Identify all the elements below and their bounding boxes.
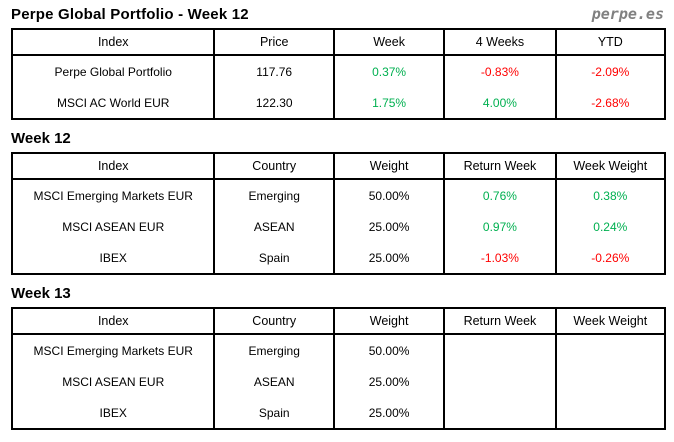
ytd-return-cell: -2.68% xyxy=(554,87,667,120)
week-weight-cell: 0.24% xyxy=(554,211,667,242)
return-week-cell: 0.97% xyxy=(443,211,557,242)
country-cell: ASEAN xyxy=(213,366,335,397)
4weeks-return-cell: 4.00% xyxy=(443,87,557,120)
column-header-return-week: Return Week xyxy=(443,152,557,180)
table-row: IBEX Spain 25.00% xyxy=(10,397,667,430)
week-weight-cell xyxy=(554,397,667,430)
column-header-price: Price xyxy=(213,28,335,56)
index-cell: Perpe Global Portfolio xyxy=(10,55,216,87)
table-row: MSCI AC World EUR 122.30 1.75% 4.00% -2.… xyxy=(10,87,667,120)
week-weight-cell: 0.38% xyxy=(554,179,667,211)
perpe-logo: perpe.es xyxy=(591,5,664,23)
column-header-week-weight: Week Weight xyxy=(554,307,667,335)
table-row: MSCI Emerging Markets EUR Emerging 50.00… xyxy=(10,334,667,366)
ytd-return-cell: -2.09% xyxy=(554,55,667,87)
column-header-weight: Weight xyxy=(332,152,446,180)
weight-cell: 25.00% xyxy=(332,366,446,397)
return-week-cell xyxy=(443,397,557,430)
column-header-index: Index xyxy=(10,28,216,56)
return-week-cell: -1.03% xyxy=(443,242,557,275)
weight-cell: 25.00% xyxy=(332,211,446,242)
week12-section-label: Week 12 xyxy=(11,130,71,147)
return-week-cell xyxy=(443,366,557,397)
column-header-country: Country xyxy=(213,152,335,180)
country-cell: ASEAN xyxy=(213,211,335,242)
weight-cell: 25.00% xyxy=(332,242,446,275)
week13-header-row: Index Country Weight Return Week Week We… xyxy=(10,307,667,335)
column-header-weight: Weight xyxy=(332,307,446,335)
index-cell: MSCI ASEAN EUR xyxy=(10,366,216,397)
column-header-index: Index xyxy=(10,307,216,335)
column-header-country: Country xyxy=(213,307,335,335)
table-row: IBEX Spain 25.00% -1.03% -0.26% xyxy=(10,242,667,275)
week-weight-cell xyxy=(554,334,667,366)
report-page: Perpe Global Portfolio - Week 12 perpe.e… xyxy=(0,5,674,442)
column-header-week-weight: Week Weight xyxy=(554,152,667,180)
week-return-cell: 0.37% xyxy=(332,55,446,87)
return-week-cell xyxy=(443,334,557,366)
table-row: Perpe Global Portfolio 117.76 0.37% -0.8… xyxy=(10,55,667,87)
table-row: MSCI ASEAN EUR ASEAN 25.00% 0.97% 0.24% xyxy=(10,211,667,242)
country-cell: Spain xyxy=(213,397,335,430)
column-header-week: Week xyxy=(332,28,446,56)
index-cell: MSCI Emerging Markets EUR xyxy=(10,179,216,211)
weight-cell: 50.00% xyxy=(332,179,446,211)
price-cell: 117.76 xyxy=(213,55,335,87)
return-week-cell: 0.76% xyxy=(443,179,557,211)
summary-table: Index Price Week 4 Weeks YTD Perpe Globa… xyxy=(10,28,667,120)
country-cell: Emerging xyxy=(213,334,335,366)
weight-cell: 25.00% xyxy=(332,397,446,430)
week13-section-label: Week 13 xyxy=(11,285,71,302)
column-header-ytd: YTD xyxy=(554,28,667,56)
week-weight-cell xyxy=(554,366,667,397)
week12-table: Index Country Weight Return Week Week We… xyxy=(10,152,667,275)
column-header-return-week: Return Week xyxy=(443,307,557,335)
index-cell: IBEX xyxy=(10,242,216,275)
price-cell: 122.30 xyxy=(213,87,335,120)
week-weight-cell: -0.26% xyxy=(554,242,667,275)
week-return-cell: 1.75% xyxy=(332,87,446,120)
index-cell: MSCI ASEAN EUR xyxy=(10,211,216,242)
index-cell: MSCI Emerging Markets EUR xyxy=(10,334,216,366)
page-title: Perpe Global Portfolio - Week 12 xyxy=(11,6,249,23)
week12-header-row: Index Country Weight Return Week Week We… xyxy=(10,152,667,180)
column-header-index: Index xyxy=(10,152,216,180)
index-cell: MSCI AC World EUR xyxy=(10,87,216,120)
week13-table: Index Country Weight Return Week Week We… xyxy=(10,307,667,430)
table-row: MSCI Emerging Markets EUR Emerging 50.00… xyxy=(10,179,667,211)
index-cell: IBEX xyxy=(10,397,216,430)
summary-header-row: Index Price Week 4 Weeks YTD xyxy=(10,28,667,56)
country-cell: Spain xyxy=(213,242,335,275)
column-header-4weeks: 4 Weeks xyxy=(443,28,557,56)
weight-cell: 50.00% xyxy=(332,334,446,366)
table-row: MSCI ASEAN EUR ASEAN 25.00% xyxy=(10,366,667,397)
report-header: Perpe Global Portfolio - Week 12 perpe.e… xyxy=(11,5,664,23)
country-cell: Emerging xyxy=(213,179,335,211)
4weeks-return-cell: -0.83% xyxy=(443,55,557,87)
